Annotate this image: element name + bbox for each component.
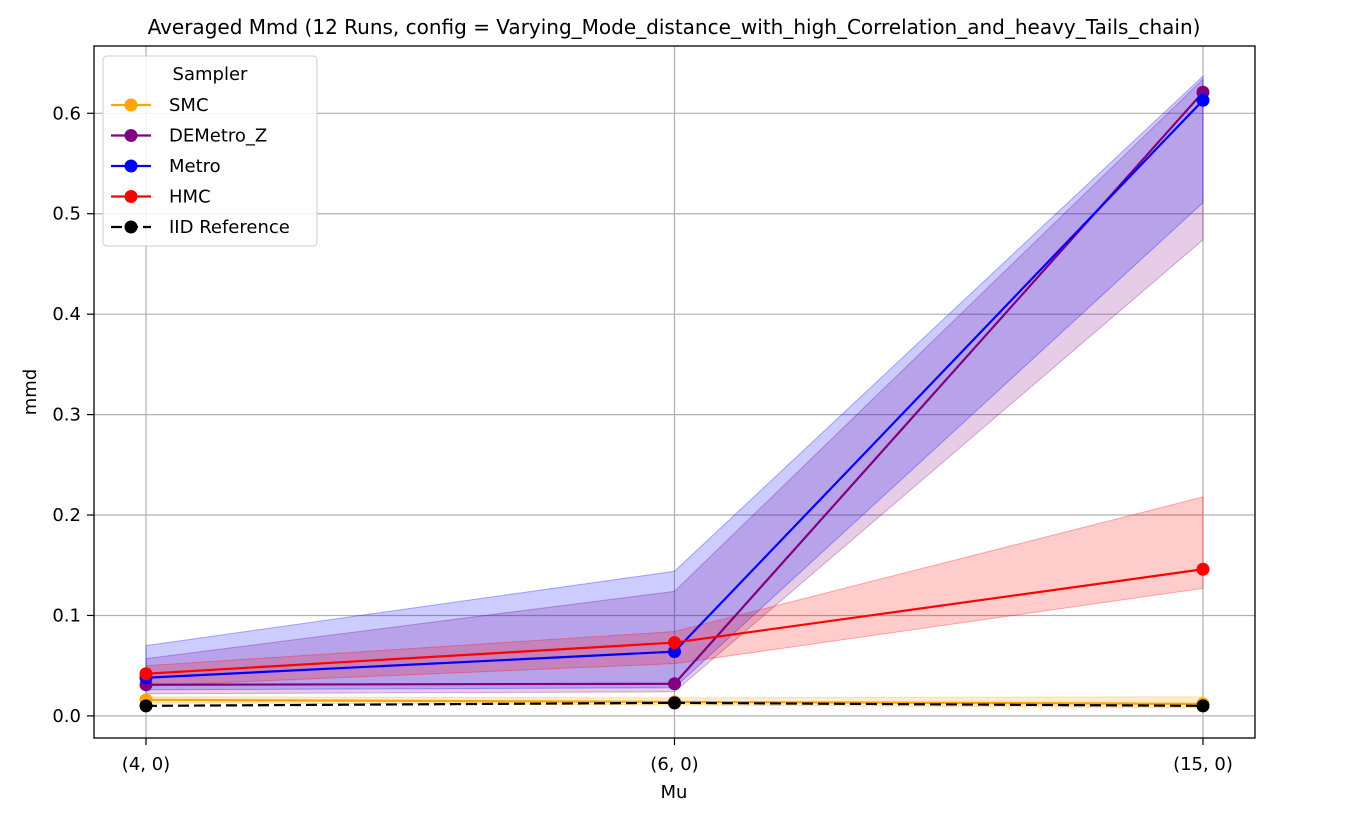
legend-marker-demetro-z (124, 129, 138, 142)
legend-box (102, 55, 318, 247)
y-tick-label: 0.1 (52, 605, 81, 626)
iid-reference-point (139, 699, 153, 713)
y-axis-label: mmd (20, 369, 41, 416)
demetro-z-point (668, 677, 681, 691)
legend-item-demetro-z: DEMetro_Z (111, 126, 267, 147)
y-tick-label: 0.2 (52, 505, 81, 526)
legend-item-metro: Metro (111, 156, 221, 177)
hmc-point (139, 667, 153, 681)
legend-marker-metro (124, 159, 138, 173)
y-tick-label: 0.3 (52, 405, 81, 426)
hmc-point (668, 636, 681, 650)
y-axis: 0.0 0.1 0.2 0.3 0.4 0.5 0.6 (52, 103, 94, 727)
chart-title: Averaged Mmd (12 Runs, config = Varying_… (148, 15, 1201, 39)
legend-item-smc: SMC (111, 95, 209, 116)
iid-reference-point (668, 696, 681, 710)
legend: Sampler SMC DEMetro_Z Metro HMC IID Referenc… (102, 55, 318, 247)
legend-label: HMC (169, 187, 211, 208)
legend-item-hmc: HMC (111, 187, 211, 208)
x-axis: (4, 0) (6, 0) (15, 0) (122, 738, 1233, 775)
series-points (139, 85, 1210, 713)
iid-reference-point (1196, 699, 1210, 713)
legend-marker-smc (124, 98, 138, 112)
legend-label: DEMetro_Z (169, 126, 267, 147)
x-tick-label: (4, 0) (122, 754, 170, 775)
legend-label: Metro (169, 156, 221, 177)
legend-marker-iid-reference (124, 220, 138, 234)
legend-item-iid-reference: IID Reference (111, 217, 290, 238)
legend-title: Sampler (173, 64, 248, 85)
grid (94, 46, 1255, 738)
legend-label: SMC (169, 95, 209, 116)
metro-point (668, 645, 681, 659)
metro-point (1196, 93, 1210, 107)
hmc-point (1196, 562, 1210, 576)
y-tick-label: 0.0 (52, 706, 81, 727)
y-tick-label: 0.6 (52, 103, 81, 124)
x-axis-label: Mu (661, 782, 688, 803)
x-tick-label: (6, 0) (650, 754, 698, 775)
y-tick-label: 0.4 (52, 304, 81, 325)
legend-label: IID Reference (169, 217, 290, 238)
x-tick-label: (15, 0) (1173, 754, 1233, 775)
y-tick-label: 0.5 (52, 204, 81, 225)
legend-marker-hmc (124, 190, 138, 203)
